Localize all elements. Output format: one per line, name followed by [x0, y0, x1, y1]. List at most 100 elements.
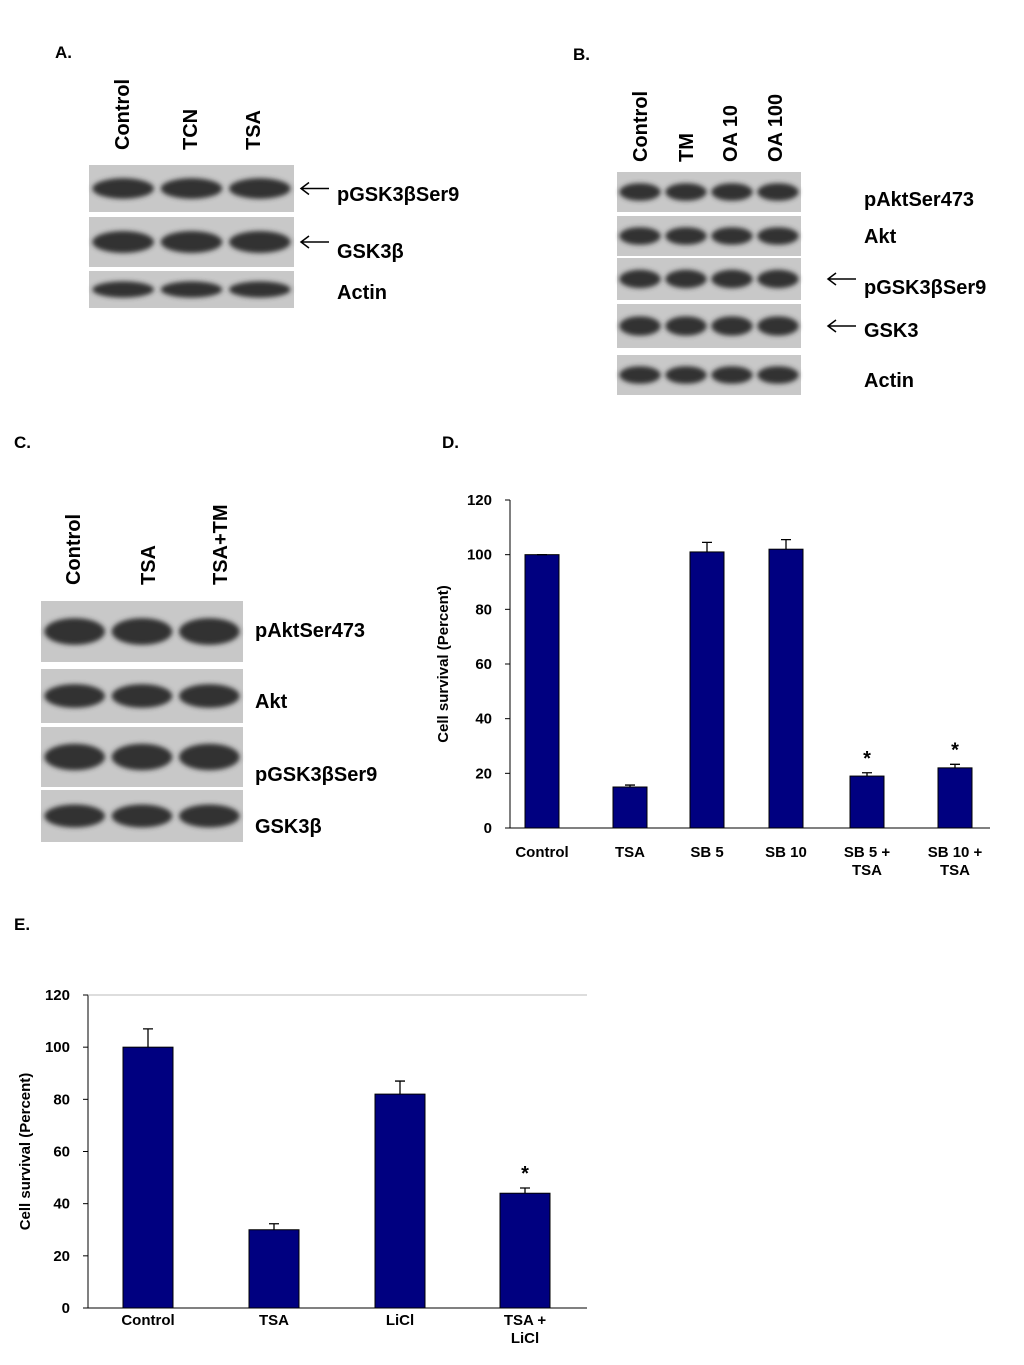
band: [92, 281, 154, 298]
bar: [374, 1093, 426, 1309]
band-group: [92, 231, 291, 253]
band: [619, 366, 661, 384]
band: [160, 178, 223, 199]
bar: [689, 551, 725, 829]
error-bar: [625, 784, 635, 787]
x-tick-label: TSA: [615, 844, 645, 861]
bar: [849, 775, 885, 829]
x-tick-label: SB 10: [765, 844, 807, 861]
x-tick-label: LiCl: [386, 1312, 414, 1329]
bar: [612, 786, 648, 829]
band: [179, 618, 240, 645]
band-group: [92, 178, 291, 199]
x-tick-label: SB 5: [690, 844, 723, 861]
band-label: Actin: [864, 370, 914, 392]
band: [111, 804, 173, 828]
panel-label: E.: [14, 915, 30, 934]
bar: [499, 1192, 551, 1309]
band-label: pGSK3βSer9: [864, 277, 986, 299]
lane-label: TM: [676, 133, 698, 162]
band: [665, 183, 707, 201]
band: [92, 231, 154, 253]
y-tick-label: 80: [53, 1091, 70, 1108]
band-label: Akt: [864, 226, 897, 248]
error-bar: [269, 1223, 279, 1230]
x-tick-label: SB 5 + TSA: [844, 844, 891, 879]
x-tick-label: Control: [515, 844, 568, 861]
band-group: [619, 316, 799, 336]
band-group: [619, 183, 799, 201]
error-bar: [395, 1080, 405, 1095]
band: [160, 281, 223, 298]
bar: [248, 1229, 300, 1309]
band-label: pAktSer473: [864, 189, 974, 211]
band-group: [619, 227, 799, 245]
band: [757, 269, 799, 289]
band-label: pGSK3βSer9: [255, 764, 377, 786]
band: [757, 183, 799, 201]
x-tick-label: TSA: [259, 1312, 289, 1329]
arrow: [299, 181, 329, 196]
error-bar: [862, 772, 872, 777]
bar: [122, 1046, 174, 1309]
band: [711, 366, 753, 384]
band: [111, 684, 173, 708]
band-label: Actin: [337, 282, 387, 304]
band-group: [92, 281, 291, 298]
band: [92, 178, 154, 199]
band: [665, 269, 707, 289]
annotation: *: [951, 739, 959, 761]
panel-label: B.: [573, 45, 590, 64]
band: [229, 281, 291, 298]
band: [757, 227, 799, 245]
y-tick-label: 20: [475, 765, 492, 782]
band: [160, 231, 223, 253]
lane-label: TSA: [243, 110, 265, 150]
band: [44, 684, 105, 708]
y-tick-label: 40: [53, 1196, 70, 1213]
error-bar: [781, 538, 791, 550]
band: [179, 804, 240, 828]
band: [711, 316, 753, 336]
bar: [768, 548, 804, 829]
band-group: [44, 618, 240, 645]
band-label: GSK3β: [255, 816, 322, 838]
x-tick-label: SB 10 + TSA: [928, 844, 983, 879]
band: [619, 183, 661, 201]
y-tick-label: 120: [45, 987, 70, 1004]
error-bar: [950, 763, 960, 768]
lane-label: OA 10: [720, 105, 742, 162]
lane-label: TCN: [180, 109, 202, 150]
band: [665, 366, 707, 384]
y-tick-label: 80: [475, 601, 492, 618]
band-group: [44, 804, 240, 828]
band-label: pAktSer473: [255, 620, 365, 642]
y-tick-label: 20: [53, 1248, 70, 1265]
band: [111, 743, 173, 771]
band: [44, 743, 105, 771]
y-tick-label: 120: [467, 492, 492, 509]
arrow: [826, 272, 856, 286]
arrow: [826, 319, 856, 333]
y-tick-label: 60: [475, 656, 492, 673]
y-axis-label: Cell survival (Percent): [435, 585, 452, 743]
band: [44, 618, 105, 645]
band: [711, 227, 753, 245]
band-group: [44, 684, 240, 708]
band: [757, 366, 799, 384]
panel-label: C.: [14, 433, 31, 452]
error-bar: [520, 1187, 530, 1194]
band: [619, 269, 661, 289]
annotation: *: [521, 1163, 529, 1185]
panel-label: D.: [442, 433, 459, 452]
band-group: [619, 269, 799, 289]
lane-label: TSA: [138, 545, 160, 585]
band-label: pGSK3βSer9: [337, 184, 459, 206]
band-label: GSK3: [864, 320, 918, 342]
band-group: [44, 743, 240, 771]
band: [229, 231, 291, 253]
y-tick-label: 0: [484, 820, 492, 837]
band: [179, 743, 240, 771]
band: [757, 316, 799, 336]
